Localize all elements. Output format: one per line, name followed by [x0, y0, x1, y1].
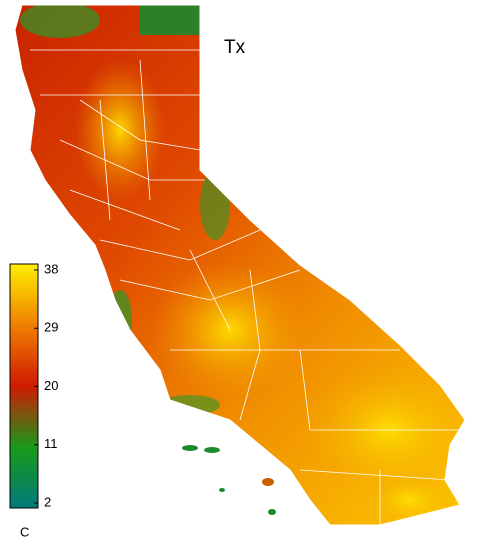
islands: [182, 445, 276, 515]
map-title: Tx: [224, 37, 246, 58]
colorbar-tick-label: 38: [44, 261, 58, 276]
colorbar: [9, 263, 39, 509]
colorbar-tick-label: 11: [44, 436, 58, 451]
state-border: [14, 4, 466, 526]
colorbar-tick-label: 2: [44, 494, 51, 509]
colorbar-unit: C: [20, 524, 29, 539]
county-lines: [30, 49, 460, 525]
colorbar-tick-label: 20: [44, 378, 58, 393]
colorbar-tick-label: 29: [44, 320, 58, 335]
